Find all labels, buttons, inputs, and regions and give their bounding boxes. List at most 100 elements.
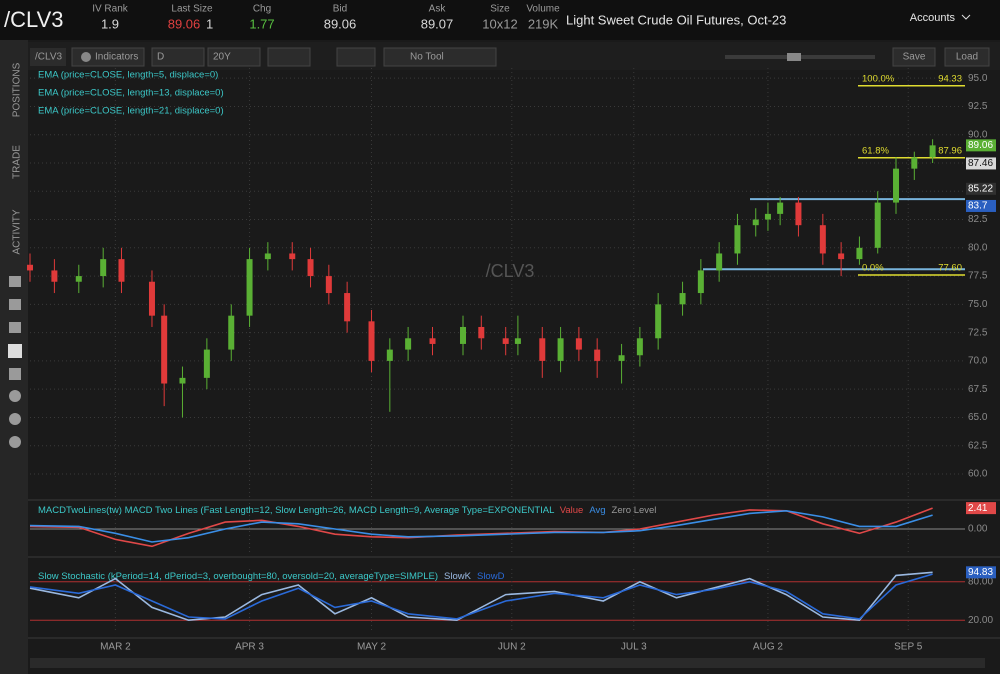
description: Light Sweet Crude Oil Futures, Oct-23	[566, 12, 786, 27]
candle-body	[594, 349, 601, 361]
panel-title: Slow Stochastic (kPeriod=14, dPeriod=3, …	[38, 571, 505, 582]
candle-body	[344, 293, 351, 322]
price-marker-label: 2.41	[968, 503, 988, 514]
tool-select[interactable]	[383, 47, 497, 67]
price-marker-label: 94.83	[968, 567, 993, 578]
candle-body	[148, 281, 155, 316]
header-bar	[0, 0, 1000, 40]
field-label: Chg	[253, 4, 271, 15]
candle-body	[777, 202, 784, 214]
save-button[interactable]	[892, 47, 936, 67]
candle-body	[874, 202, 881, 248]
candle-body	[636, 338, 643, 356]
field-value: 219K	[528, 16, 559, 31]
indicators-icon	[81, 52, 91, 62]
candle-body	[386, 349, 393, 361]
candle-body	[856, 247, 863, 260]
dropdown-icon	[961, 14, 971, 20]
y-tick-label: 67.5	[968, 384, 988, 395]
field-value: 89.06	[324, 16, 357, 31]
candle-body	[502, 338, 509, 344]
price-marker	[966, 182, 996, 195]
fib-value: 77.60	[938, 262, 962, 273]
field-value: 10x12	[482, 16, 517, 31]
candle-body	[514, 338, 521, 344]
x-tick-label: JUN 2	[498, 642, 526, 653]
scrollbar[interactable]	[30, 658, 985, 668]
candle-body	[228, 315, 235, 350]
candle-body	[75, 276, 82, 282]
candle-body	[893, 168, 900, 203]
sidebar-icons	[8, 276, 22, 448]
price-marker	[966, 502, 996, 515]
candle-body	[575, 338, 582, 350]
candle-body	[179, 377, 186, 384]
price-marker	[966, 199, 996, 212]
style-select[interactable]	[267, 47, 311, 67]
y-tick-label: 90.0	[968, 129, 988, 140]
legend-entry: Value	[560, 505, 584, 516]
fib-value: 94.33	[938, 73, 962, 84]
series-line	[29, 573, 933, 620]
period-select[interactable]	[207, 47, 261, 67]
y-tick-label: 60.0	[968, 469, 988, 480]
candle-body	[289, 253, 296, 260]
price-marker-label: 83.7	[968, 201, 988, 212]
candle-body	[911, 157, 918, 169]
accounts-button[interactable]: Accounts	[910, 12, 956, 24]
legend-entry: Avg	[589, 505, 605, 516]
candle-body	[203, 349, 210, 378]
sidebar-tab[interactable]: POSITIONS	[12, 62, 23, 117]
y-tick-label: 75.0	[968, 299, 988, 310]
field-value: 89.07	[421, 16, 454, 31]
symbol-box[interactable]	[30, 48, 66, 66]
layout-select[interactable]	[336, 47, 376, 67]
panel-title-text: Slow Stochastic (kPeriod=14, dPeriod=3, …	[38, 571, 438, 582]
load-label: Load	[956, 52, 978, 63]
x-tick-label: SEP 5	[894, 642, 923, 653]
symbol: /CLV3	[4, 7, 64, 32]
panel-title: MACDTwoLines(tw) MACD Two Lines (Fast Le…	[38, 505, 656, 516]
candle-body	[325, 276, 332, 294]
load-button[interactable]	[944, 47, 990, 67]
price-marker	[966, 157, 996, 170]
candle-body	[118, 259, 125, 282]
sidebar-tab[interactable]: TRADE	[12, 145, 23, 179]
series-line	[29, 507, 933, 548]
y-tick-label: 77.5	[968, 271, 988, 282]
candle-body	[246, 259, 253, 316]
x-tick-label: APR 3	[235, 642, 264, 653]
aggregation-select[interactable]	[151, 47, 205, 67]
indicators-button[interactable]	[71, 47, 145, 67]
candle-body	[764, 213, 771, 220]
candle-body	[368, 321, 375, 361]
candle-body	[27, 264, 33, 271]
y-tick-label: 92.5	[968, 101, 988, 112]
y-tick-label: 62.5	[968, 440, 988, 451]
save-label: Save	[903, 52, 926, 63]
field-label: Ask	[429, 4, 447, 15]
candle-body	[752, 219, 759, 226]
sidebar-tab[interactable]: ACTIVITY	[12, 209, 23, 254]
candle-body	[655, 304, 662, 339]
candle-body	[405, 338, 412, 350]
fib-name: 100.0%	[862, 73, 895, 84]
y-tick-label: 70.0	[968, 356, 988, 367]
candle-body	[929, 145, 936, 158]
candle-body	[618, 355, 625, 361]
series-line	[29, 571, 933, 622]
fib-name: 0.0%	[862, 262, 884, 273]
toolbar-symbol: /CLV3	[35, 52, 62, 63]
indicator-legend: EMA (price=CLOSE, length=5, displace=0)	[38, 70, 218, 81]
candle-body	[697, 270, 704, 294]
price-marker	[966, 566, 996, 579]
x-tick-label: AUG 2	[753, 642, 783, 653]
fib-value: 87.96	[938, 145, 962, 156]
x-tick-label: MAR 2	[100, 642, 131, 653]
y-tick-label: 80.0	[968, 242, 988, 253]
price-marker-label: 89.06	[968, 140, 993, 151]
tool: No Tool	[410, 52, 444, 63]
zoom-thumb[interactable]	[787, 53, 801, 61]
